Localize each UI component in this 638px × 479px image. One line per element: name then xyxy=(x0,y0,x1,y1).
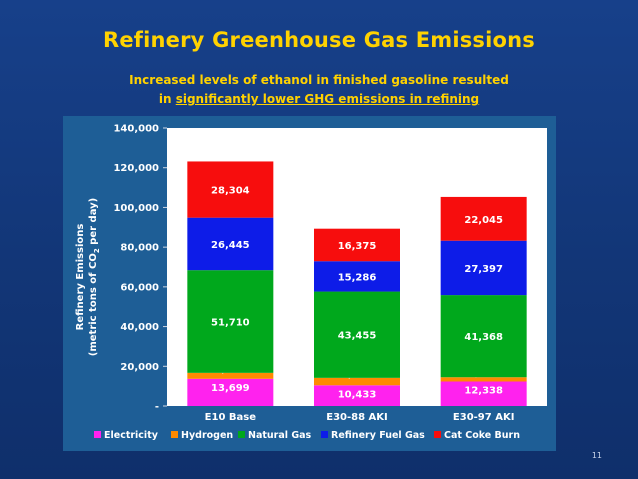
legend-label: Hydrogen xyxy=(181,430,233,441)
slide-subtitle: Increased levels of ethanol in finished … xyxy=(0,71,638,109)
bar-segment xyxy=(440,381,527,406)
segment-label: 15,286 xyxy=(338,272,377,283)
y-tick-label: 40,000 xyxy=(120,322,159,333)
segment-label: 43,455 xyxy=(338,331,377,342)
bar-segment xyxy=(314,385,400,406)
bar-segment xyxy=(187,372,274,379)
segment-label: 16,375 xyxy=(338,241,377,252)
stacked-bar-chart: - 20,000 40,000 60,000 80,000 100,000 120,000 1… xyxy=(75,124,547,441)
legend-label: Electricity xyxy=(104,430,159,441)
legend-label: Natural Gas xyxy=(248,430,312,441)
legend-label: Refinery Fuel Gas xyxy=(331,430,425,441)
legend-swatch xyxy=(171,431,178,438)
y-axis-label-line-2-end: per day) xyxy=(88,198,99,249)
slide-title: Refinery Greenhouse Gas Emissions xyxy=(102,28,536,52)
y-axis-label-line-2: (metric tons of CO2 per day) xyxy=(88,198,101,356)
y-axis-label-subscript: 2 xyxy=(93,248,101,253)
segment-label: 22,045 xyxy=(464,215,503,226)
y-tick-label: 100,000 xyxy=(113,203,159,214)
bar-segment xyxy=(440,240,527,296)
y-axis-label-line-1: Refinery Emissions xyxy=(75,224,86,331)
y-tick-label: 120,000 xyxy=(113,163,159,174)
y-tick-label: - xyxy=(155,402,159,413)
bar-segment xyxy=(440,295,527,378)
segment-label: 28,304 xyxy=(211,186,250,197)
bar-segment xyxy=(314,261,400,292)
total-label: 89,291 xyxy=(337,214,378,226)
total-label: 123,152 xyxy=(206,146,254,158)
page-number: 11 xyxy=(591,451,602,460)
segment-label: 41,368 xyxy=(464,332,503,343)
y-tick-label: 60,000 xyxy=(120,282,159,293)
x-category-label: E10 Base xyxy=(205,412,257,423)
bar-segment xyxy=(187,270,274,373)
x-category-label: E30-97 AKI xyxy=(453,412,515,423)
bar-segment xyxy=(440,196,527,241)
bar-segment xyxy=(314,228,400,262)
y-tick-label: 140,000 xyxy=(113,124,159,135)
bar-segment xyxy=(187,161,274,218)
subtitle-line-2-prefix: in xyxy=(158,92,176,106)
bar-segment xyxy=(440,377,527,382)
legend-swatch xyxy=(434,431,441,438)
legend-label: Cat Coke Burn xyxy=(444,430,520,441)
legend: Electricity Hydrogen Natural Gas Refinery F… xyxy=(94,430,520,441)
bar-segment xyxy=(187,378,274,406)
y-tick-label: 80,000 xyxy=(120,243,159,254)
segment-label: 13,699 xyxy=(211,383,250,394)
y-tick-label: 20,000 xyxy=(120,362,159,373)
segment-label: 10,433 xyxy=(338,389,377,400)
subtitle-line-2: in significantly lower GHG emissions in … xyxy=(0,90,638,109)
bar-segment xyxy=(314,377,400,386)
legend-swatch xyxy=(94,431,101,438)
y-axis-label-line-2-start: (metric tons of CO xyxy=(88,253,99,356)
segment-label: 12,338 xyxy=(464,386,503,397)
segment-label: 26,445 xyxy=(211,240,250,251)
bar-segment xyxy=(187,217,274,271)
bar-segment xyxy=(314,291,400,378)
segment-label: 27,397 xyxy=(464,264,503,275)
legend-swatch xyxy=(238,431,245,438)
y-axis-label: Refinery Emissions (metric tons of CO2 p… xyxy=(75,198,101,356)
total-label: 105,292 xyxy=(460,182,508,194)
chart-frame: - 20,000 40,000 60,000 80,000 100,000 120,000 1… xyxy=(63,116,556,451)
x-category-label: E30-88 AKI xyxy=(326,412,388,423)
subtitle-line-1: Increased levels of ethanol in finished … xyxy=(129,73,509,87)
legend-swatch xyxy=(321,431,328,438)
segment-label: 51,710 xyxy=(211,318,250,329)
plot-area: - 20,000 40,000 60,000 80,000 100,000 120,000 1… xyxy=(113,124,547,423)
subtitle-line-2-underlined: significantly lower GHG emissions in ref… xyxy=(175,92,480,106)
